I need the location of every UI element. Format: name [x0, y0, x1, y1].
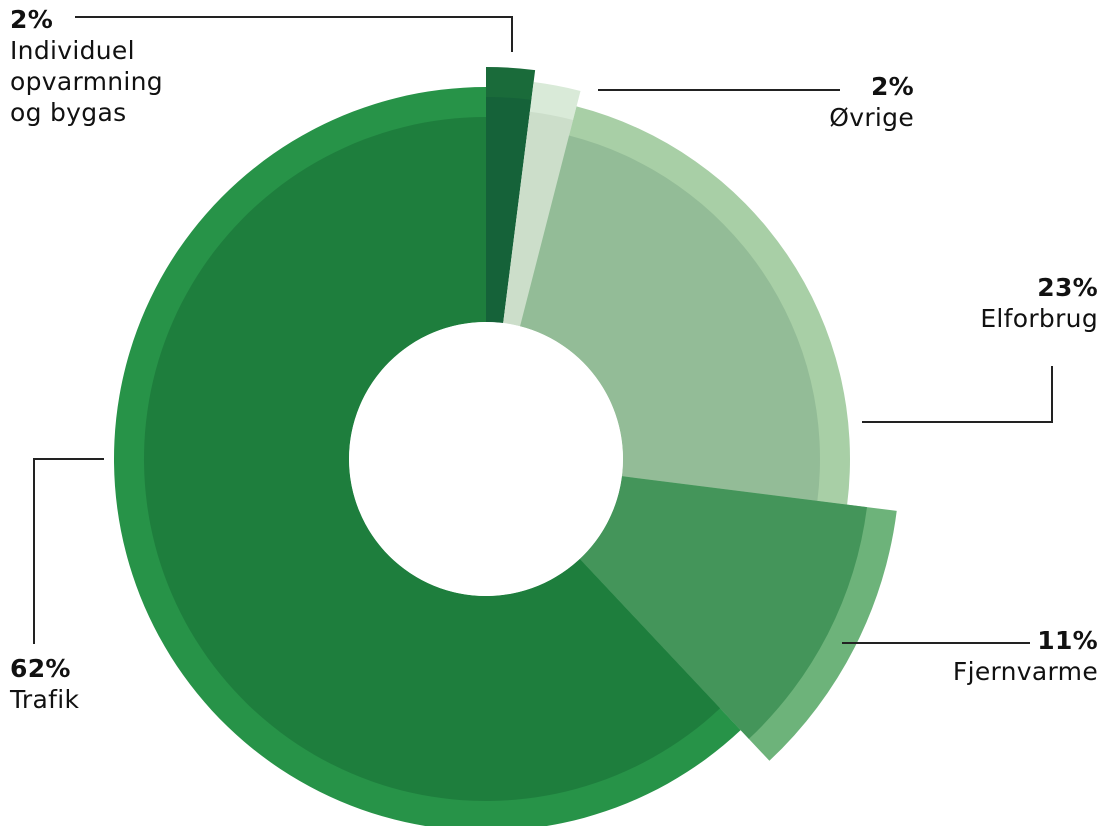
- label-fjernvarme: 11% Fjernvarme: [953, 625, 1098, 687]
- label-value: 2%: [870, 72, 914, 101]
- label-value: 11%: [1037, 626, 1098, 655]
- label-value: 23%: [1037, 273, 1098, 302]
- label-elforbrug: 23% Elforbrug: [980, 272, 1098, 334]
- donut-hole: [349, 322, 623, 596]
- label-category: Elforbrug: [980, 304, 1098, 333]
- label-category: Øvrige: [829, 103, 914, 132]
- label-ovrige: 2% Øvrige: [829, 71, 914, 133]
- label-value: 62%: [10, 654, 71, 683]
- label-category: Individuel opvarmning og bygas: [10, 36, 163, 127]
- slice-trafik-inner-band: [143, 117, 721, 801]
- label-category: Trafik: [10, 685, 80, 714]
- label-category: Fjernvarme: [952, 657, 1098, 686]
- label-individuel: 2% Individuel opvarmning og bygas: [10, 4, 163, 128]
- label-value: 2%: [10, 5, 54, 34]
- leader-elforbrug: [862, 366, 1053, 423]
- label-trafik: 62% Trafik: [10, 653, 79, 715]
- slice-individuel-inner-band: [486, 97, 532, 324]
- slice-fjernvarme-inner-band: [579, 476, 867, 739]
- slice-elforbrug-inner-band: [520, 135, 820, 501]
- slice-ovrige-inner-band: [503, 111, 574, 327]
- leader-individuel: [75, 16, 513, 52]
- leader-trafik: [33, 458, 104, 644]
